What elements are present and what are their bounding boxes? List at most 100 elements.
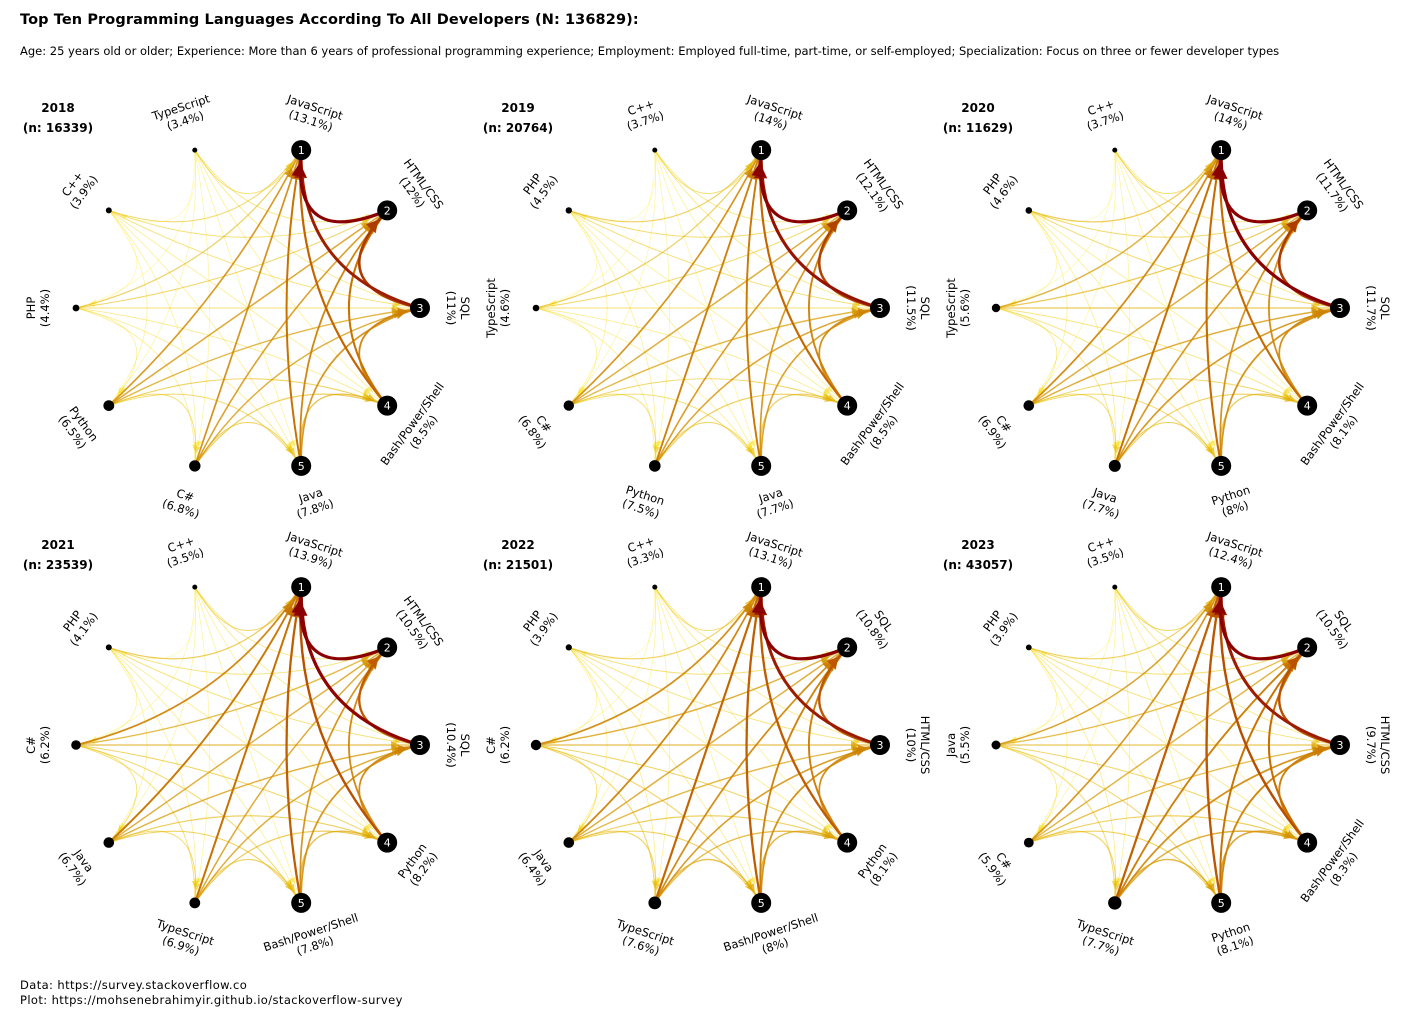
edge-PHP-to-C#: [75, 647, 138, 746]
edge-Python-to-HTML/CSS: [1219, 209, 1308, 466]
node-SQL: 3 SQL(11%): [410, 291, 472, 326]
node-label: TypeScript(6.9%): [149, 916, 216, 962]
edge-C#-to-SQL: [194, 307, 421, 467]
edge-SQL-to-JavaScript: [1219, 150, 1341, 310]
edge-HTML/CSS-to-JavaScript: [759, 587, 881, 747]
edge-Java-to-JavaScript: [285, 149, 303, 467]
node-label: Java(6.4%): [516, 841, 561, 888]
node-label: JavaScript(14%): [740, 91, 805, 136]
edge-C#-to-Bash/Power/Shell: [568, 378, 848, 407]
panel-n: (n: 20764): [483, 121, 553, 135]
edge-TypeScript-to-Bash/Power/Shell: [1114, 830, 1308, 904]
node-label: C++(3.7%): [621, 95, 666, 133]
edge-C#-to-HTML/CSS: [194, 209, 388, 467]
node-label: Python(8%): [1210, 483, 1257, 522]
edge-Java-to-JavaScript: [108, 586, 303, 844]
edge-Bash/Power/Shell-to-JavaScript: [1219, 587, 1309, 844]
node-dot: [377, 832, 398, 853]
node-dot: [291, 892, 312, 913]
node-label: C++(3.7%): [1081, 95, 1126, 133]
node-label: HTML/CSS(10.5%): [389, 593, 446, 657]
edge-C#-to-Java: [535, 744, 598, 843]
node-dot: [410, 735, 430, 755]
edge-arrowhead: [826, 656, 839, 669]
edge-Bash/Power/Shell-to-HTML/CSS: [760, 744, 881, 903]
node-HTML/CSS: 2 HTML/CSS(11.7%): [1297, 156, 1366, 221]
node-label: Python(8.1%): [1210, 920, 1257, 959]
edge-C#-to-Python: [1028, 830, 1222, 904]
edge-SQL-to-JavaScript: [299, 150, 421, 310]
edge-C++-to-PHP: [1028, 587, 1116, 660]
edge-C#-to-JavaScript: [535, 586, 762, 746]
node-pct: (5.6%): [958, 289, 972, 327]
node-dot: [103, 837, 115, 848]
node-name: HTML/CSS: [1378, 716, 1392, 775]
edge-arrowhead: [656, 440, 663, 447]
edge-C++-to-PHP: [108, 587, 196, 660]
edge-PHP-to-C#: [535, 647, 598, 746]
edge-arrowhead: [580, 822, 587, 830]
node-dot: [377, 637, 398, 658]
edge-Bash/Power/Shell-to-HTML/CSS: [1268, 209, 1308, 407]
node-pct: (9.7%): [1364, 726, 1378, 764]
node-dot: [71, 740, 81, 750]
edge-Java-to-SQL: [300, 307, 421, 466]
edge-arrowhead: [1286, 394, 1296, 402]
node-label: Bash/Power/Shell(8.5%): [378, 380, 459, 476]
node-pct: (11%): [444, 291, 458, 326]
node-dot: [1297, 200, 1318, 221]
edge-arrowhead: [577, 825, 585, 834]
node-name: Java: [944, 733, 958, 758]
edge-arrowhead: [367, 656, 379, 669]
node-C++: C++(3.7%): [621, 95, 666, 153]
node-TypeScript: TypeScript(4.6%): [484, 278, 540, 339]
node-label: Bash/Power/Shell(8.1%): [1298, 380, 1379, 476]
edge-C++-to-JavaScript: [654, 149, 762, 195]
panel-n: (n: 11629): [943, 121, 1013, 135]
edge-arrowhead: [1286, 656, 1299, 669]
node-dot: [1112, 584, 1118, 590]
edge-arrowhead: [580, 385, 587, 393]
edge-TypeScript-to-SQL: [654, 646, 848, 904]
edge-PHP-to-Python: [75, 307, 138, 406]
node-dot: [1108, 896, 1122, 910]
edge-arrowhead: [751, 599, 766, 614]
node-rank: 2: [384, 641, 391, 654]
edge-TypeScript-to-SQL: [194, 744, 421, 904]
edge-Bash/Power/Shell-to-SQL: [1267, 646, 1308, 844]
node-label: Python(7.5%): [620, 483, 667, 522]
node-Java: Java(6.4%): [516, 837, 575, 889]
edge-PHP-to-TypeScript: [535, 210, 597, 309]
edge-TypeScript-to-Python: [194, 830, 388, 904]
node-label: PHP(4.6%): [976, 164, 1021, 211]
edge-arrowhead: [365, 385, 373, 393]
edge-TypeScript-to-C++: [108, 150, 196, 223]
edge-Java-to-Bash/Power/Shell: [759, 393, 848, 466]
node-C++: C++(3.9%): [59, 169, 112, 214]
edge-C++-to-HTML/CSS: [654, 586, 881, 746]
node-dot: [751, 577, 772, 598]
node-dot: [837, 200, 858, 221]
node-dot: [648, 896, 662, 910]
node-label: C#(6.2%): [24, 726, 52, 764]
node-rank: 2: [384, 204, 391, 217]
edge-C#-to-Bash/Power/Shell: [535, 744, 762, 904]
node-label: PHP(4.5%): [516, 164, 561, 211]
node-dot: [105, 207, 112, 214]
edge-C++-to-JavaScript: [108, 149, 302, 223]
edge-TypeScript-to-JavaScript: [995, 149, 1222, 309]
edge-C#-to-JavaScript: [75, 586, 302, 746]
edge-arrowhead: [1286, 219, 1299, 233]
node-rank: 3: [877, 302, 884, 315]
node-label: SQL(11%): [444, 291, 472, 326]
edge-Bash/Power/Shell-to-SQL: [759, 646, 848, 903]
node-label: PHP(3.9%): [516, 601, 561, 648]
edge-C#-to-SQL: [1028, 307, 1341, 407]
node-pct: (10.4%): [444, 722, 458, 768]
node-TypeScript: TypeScript(3.4%): [149, 91, 212, 153]
